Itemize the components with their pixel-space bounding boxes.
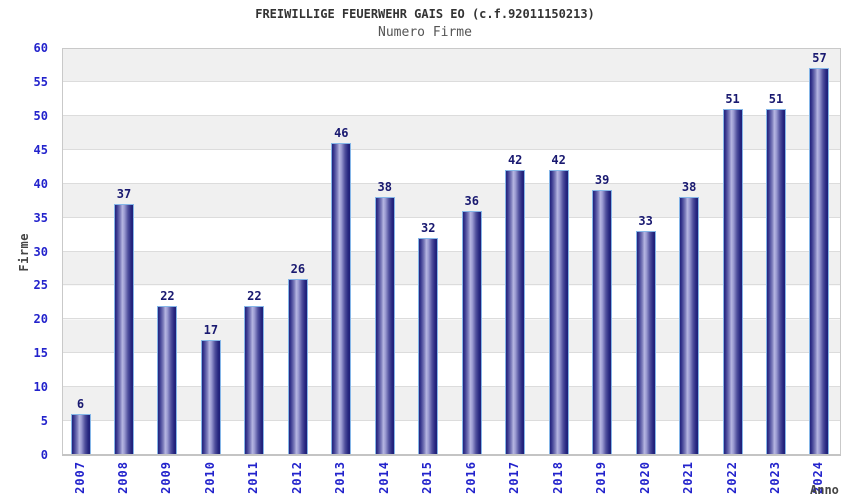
x-tick-label: 2020 [637, 461, 652, 494]
y-tick-label: 60 [33, 41, 48, 55]
bar-value-label: 22 [160, 288, 175, 303]
bar-2022 [722, 109, 743, 455]
bar-2021 [679, 197, 700, 455]
bar-value-label: 36 [464, 193, 479, 208]
y-tick-label: 15 [33, 346, 48, 361]
bar-value-label: 26 [290, 261, 306, 276]
plot-area: 6 37 22 17 22 26 46 38 32 36 42 42 39 33 38 51 51 57 [62, 48, 841, 455]
bar-2012 [287, 278, 308, 455]
bar-value-label: 33 [638, 214, 653, 229]
y-tick-label: 0 [40, 448, 48, 462]
x-tick-label: 2019 [594, 461, 609, 494]
x-tick-label: 2021 [681, 461, 696, 494]
x-tick-label: 2010 [202, 461, 217, 494]
gridline [62, 420, 841, 422]
bar-2009 [157, 305, 178, 455]
bar-value-label: 57 [812, 51, 827, 66]
y-tick-label: 30 [33, 244, 48, 259]
bar-value-label: 51 [768, 92, 784, 107]
bar-2017 [505, 170, 526, 455]
bar-2016 [461, 210, 482, 455]
x-tick-label: 2011 [246, 461, 261, 494]
gridline [62, 80, 841, 82]
bar-2018 [548, 170, 569, 455]
bar-2008 [113, 204, 134, 455]
bar-2007 [70, 414, 91, 455]
gridline [62, 148, 841, 150]
x-axis-line [62, 454, 841, 456]
y-axis-title: Firme [17, 233, 31, 272]
bar-value-label: 38 [377, 180, 392, 195]
y-tick-label: 50 [33, 108, 48, 123]
bar-2024 [809, 68, 830, 455]
bar-value-label: 17 [203, 322, 219, 337]
x-tick-label: 2017 [507, 461, 522, 494]
gridline [62, 352, 841, 354]
bar-2011 [244, 305, 265, 455]
x-tick-label: 2008 [115, 461, 130, 494]
bar-2020 [635, 231, 656, 455]
x-tick-label: 2022 [724, 461, 739, 494]
bar-value-label: 46 [334, 125, 349, 140]
y-tick-label: 35 [33, 210, 48, 225]
gridline [62, 182, 841, 184]
y-tick-label: 55 [33, 74, 48, 89]
gridline [62, 284, 841, 286]
bar-2013 [331, 142, 352, 455]
bar-value-label: 39 [594, 173, 610, 188]
x-tick-label: 2014 [376, 461, 391, 494]
x-axis-title: Anno [810, 483, 839, 497]
x-axis-tick-labels: 2007 2008 2009 2010 2011 2012 2013 2014 2015 2016… [62, 461, 841, 500]
bar-2019 [592, 190, 613, 455]
y-tick-label: 45 [33, 142, 48, 157]
x-tick-label: 2018 [550, 461, 565, 494]
x-tick-label: 2015 [420, 461, 435, 494]
bar-value-label: 6 [76, 397, 85, 412]
y-tick-label: 25 [33, 278, 48, 293]
bar-2023 [766, 109, 787, 455]
x-tick-label: 2023 [768, 461, 783, 494]
y-tick-label: 10 [33, 380, 48, 395]
gridline [62, 216, 841, 218]
x-tick-label: 2007 [72, 461, 87, 494]
x-tick-label: 2016 [463, 461, 478, 494]
gridline [62, 318, 841, 320]
bar-value-label: 42 [551, 153, 566, 168]
y-tick-label: 5 [40, 414, 48, 429]
gridline [62, 250, 841, 252]
bar-2014 [374, 197, 395, 455]
y-axis-tick-labels: 0 5 10 15 20 25 30 35 40 45 50 55 60 [0, 41, 55, 462]
gridline [62, 114, 841, 116]
bar-2015 [418, 237, 439, 455]
bar-value-label: 51 [725, 92, 740, 107]
bar-value-label: 37 [116, 187, 132, 202]
y-tick-label: 20 [33, 312, 48, 327]
bar-value-label: 22 [247, 288, 262, 303]
chart-subtitle: Numero Firme [378, 25, 472, 40]
bar-2010 [200, 339, 221, 455]
x-tick-label: 2009 [159, 461, 174, 494]
gridline [62, 386, 841, 388]
bar-value-label: 42 [507, 153, 523, 168]
chart-title: FREIWILLIGE FEUERWEHR GAIS EO (c.f.92011… [255, 7, 595, 21]
y-tick-label: 40 [33, 176, 48, 191]
x-tick-label: 2013 [333, 461, 348, 494]
bar-value-label: 38 [681, 180, 697, 195]
bar-value-label: 32 [421, 220, 436, 235]
x-tick-label: 2012 [289, 461, 304, 494]
